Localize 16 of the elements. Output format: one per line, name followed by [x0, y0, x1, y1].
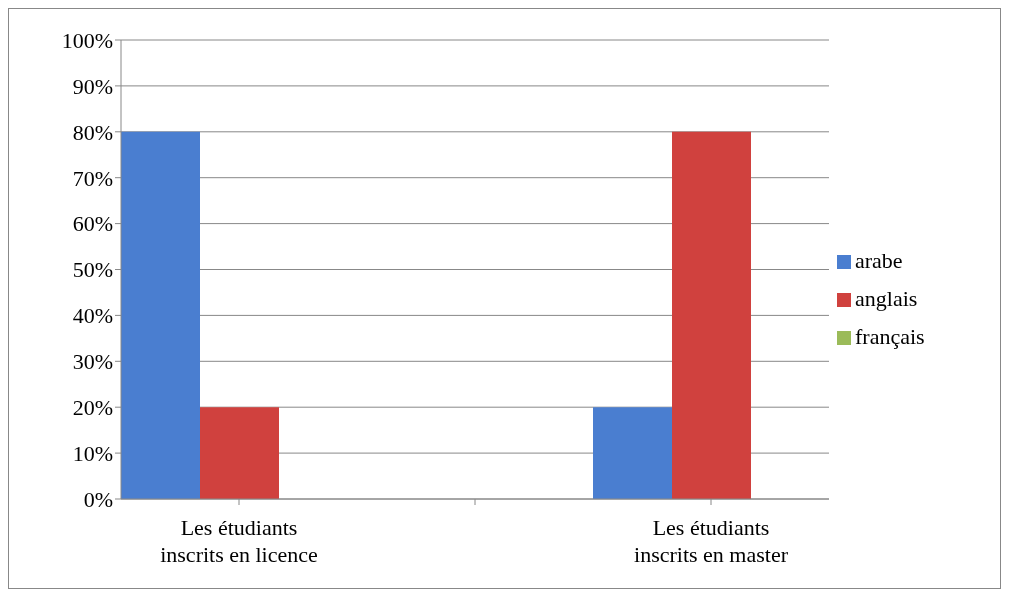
y-tick-label: 0%	[83, 486, 113, 512]
legend-label: français	[855, 323, 925, 349]
y-tick-label: 40%	[72, 303, 113, 329]
y-tick-label: 80%	[72, 119, 113, 145]
y-tick-label: 20%	[72, 395, 113, 421]
x-tick-label: Les étudiants inscrits en master	[634, 515, 789, 567]
y-tick-label: 70%	[72, 165, 113, 191]
y-tick-label: 90%	[72, 73, 113, 99]
y-tick-label: 60%	[72, 211, 113, 237]
y-tick-label: 30%	[72, 349, 113, 375]
x-tick-label: Les étudiants inscrits en licence	[160, 515, 318, 567]
legend-label: anglais	[855, 285, 918, 311]
legend-label: arabe	[855, 247, 903, 273]
y-tick-label: 10%	[72, 440, 113, 466]
y-tick-label: 50%	[72, 257, 113, 283]
y-tick-label: 100%	[61, 27, 113, 53]
